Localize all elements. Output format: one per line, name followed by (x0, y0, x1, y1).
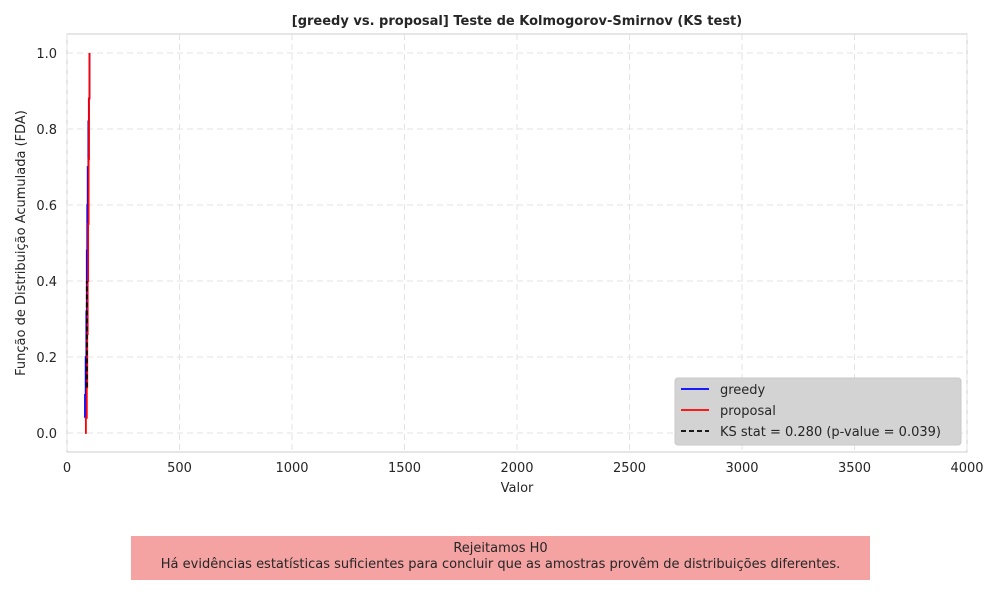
x-tick-label: 1500 (388, 461, 421, 476)
y-axis-ticks: 0.0 0.2 0.4 0.6 0.8 1.0 (36, 47, 57, 442)
x-axis-label: Valor (501, 481, 534, 496)
x-tick-label: 4000 (950, 461, 983, 476)
x-tick-label: 2500 (613, 461, 646, 476)
legend-label-ks: KS stat = 0.280 (p-value = 0.039) (720, 425, 941, 440)
y-tick-label: 1.0 (36, 47, 57, 62)
series-lines (84, 53, 91, 434)
conclusion-text: Há evidências estatísticas suficientes p… (160, 557, 841, 572)
chart-title: [greedy vs. proposal] Teste de Kolmogoro… (292, 14, 742, 29)
x-tick-label: 1000 (275, 461, 308, 476)
y-tick-label: 0.8 (36, 123, 57, 138)
x-tick-label: 3500 (838, 461, 871, 476)
x-tick-label: 3000 (725, 461, 758, 476)
legend: greedy proposal KS stat = 0.280 (p-value… (674, 377, 962, 446)
x-tick-label: 500 (167, 461, 192, 476)
conclusion-box: Rejeitamos H0 Há evidências estatísticas… (131, 536, 870, 580)
y-tick-label: 0.6 (36, 199, 57, 214)
legend-label-greedy: greedy (720, 383, 766, 398)
x-tick-label: 0 (63, 461, 71, 476)
y-tick-label: 0.2 (36, 351, 57, 366)
conclusion-heading: Rejeitamos H0 (453, 541, 548, 556)
y-axis-label: Função de Distribuição Acumulada (FDA) (14, 110, 29, 376)
y-tick-label: 0.0 (36, 427, 57, 442)
x-tick-label: 2000 (500, 461, 533, 476)
legend-label-proposal: proposal (720, 404, 776, 419)
x-axis-ticks: 0 500 1000 1500 2000 2500 3000 3500 4000 (63, 461, 984, 476)
y-tick-label: 0.4 (36, 275, 57, 290)
legend-box (674, 377, 962, 446)
